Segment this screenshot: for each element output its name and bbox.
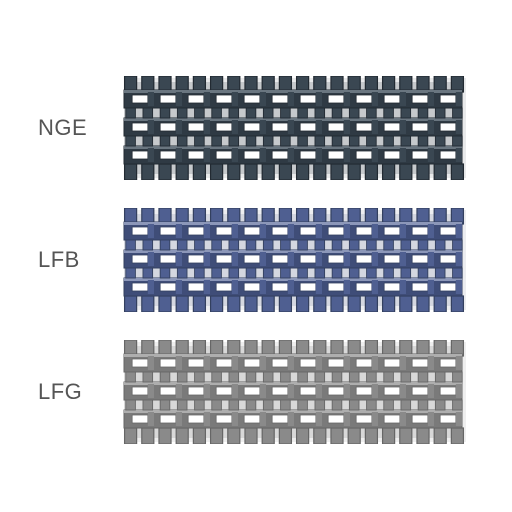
belt-list: NGE LFB LFG bbox=[0, 0, 512, 444]
belt-graphic-lfg bbox=[122, 340, 466, 444]
belt-label-lfg: LFG bbox=[38, 379, 122, 405]
belt-row-lfb: LFB bbox=[38, 208, 474, 312]
belt-label-nge: NGE bbox=[38, 115, 122, 141]
belt-graphic-nge bbox=[122, 76, 466, 180]
belt-row-nge: NGE bbox=[38, 76, 474, 180]
belt-graphic-lfb bbox=[122, 208, 466, 312]
belt-row-lfg: LFG bbox=[38, 340, 474, 444]
belt-label-lfb: LFB bbox=[38, 247, 122, 273]
